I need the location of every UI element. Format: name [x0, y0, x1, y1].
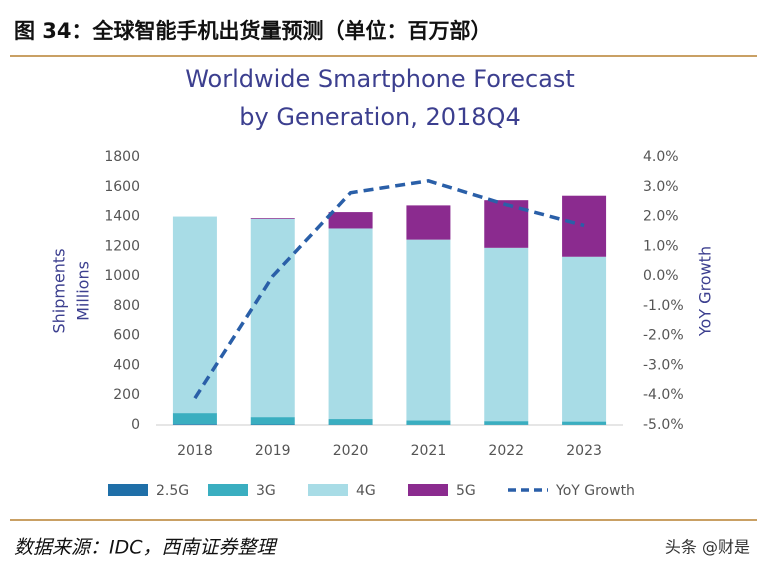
bar-segment [328, 419, 373, 425]
y2-tick-label: 0.0% [643, 268, 679, 284]
x-tick-label: 2018 [177, 443, 213, 459]
bar-segment [484, 247, 529, 422]
x-tick-label: 2021 [411, 443, 447, 459]
bar-segment [484, 421, 529, 425]
bar-segment [562, 195, 607, 257]
bar-segment [328, 228, 373, 420]
y2-axis-label: YoY Growth [696, 246, 715, 337]
y-tick-label: 800 [113, 298, 140, 314]
y-tick-label: 400 [113, 357, 140, 373]
legend-swatch [208, 484, 248, 496]
bar-segment [406, 205, 451, 240]
legend-swatch [108, 484, 148, 496]
legend-label: YoY Growth [555, 483, 635, 499]
legend-label: 2.5G [156, 483, 189, 499]
bar-segment [172, 216, 217, 414]
y2-tick-label: -1.0% [643, 298, 684, 314]
bar-segment [250, 417, 295, 425]
legend-swatch [408, 484, 448, 496]
x-tick-label: 2019 [255, 443, 291, 459]
y-tick-label: 1200 [104, 238, 140, 254]
y-tick-label: 1600 [104, 179, 140, 195]
source-note: 数据来源：IDC，西南证券整理 [14, 537, 279, 559]
bar-segment [406, 420, 451, 425]
y-tick-label: 1800 [104, 149, 140, 165]
legend-label: 5G [456, 483, 476, 499]
y2-tick-label: -2.0% [643, 328, 684, 344]
y2-tick-label: 3.0% [643, 179, 679, 195]
y2-tick-label: 2.0% [643, 209, 679, 225]
legend-swatch [308, 484, 348, 496]
chart-title: by Generation, 2018Q4 [239, 103, 520, 131]
page-title: 图 34：全球智能手机出货量预测（单位：百万部） [14, 19, 492, 43]
y2-tick-label: 1.0% [643, 238, 679, 254]
legend-label: 3G [256, 483, 276, 499]
watermark: 头条 @财是 [665, 538, 750, 557]
bar-segment [250, 218, 295, 418]
chart-title: Worldwide Smartphone Forecast [185, 65, 575, 93]
y-tick-label: 600 [113, 328, 140, 344]
x-tick-label: 2020 [333, 443, 369, 459]
y-tick-label: 1000 [104, 268, 140, 284]
bar-segment [406, 239, 451, 421]
y-tick-label: 1400 [104, 209, 140, 225]
bar-segment [172, 424, 217, 425]
x-tick-label: 2023 [566, 443, 602, 459]
legend-label: 4G [356, 483, 376, 499]
y-axis-label: Shipments [50, 248, 69, 333]
bar-segment [328, 212, 373, 229]
bar-segment [562, 421, 607, 425]
line-series [193, 179, 585, 400]
y-tick-label: 0 [131, 417, 140, 433]
bar-segment [172, 413, 217, 425]
y2-tick-label: -4.0% [643, 387, 684, 403]
y2-tick-label: 4.0% [643, 149, 679, 165]
bar-segment [250, 218, 295, 219]
y2-tick-label: -5.0% [643, 417, 684, 433]
y-axis-label: Millions [74, 261, 93, 321]
y-tick-label: 200 [113, 387, 140, 403]
x-tick-label: 2022 [488, 443, 524, 459]
y2-tick-label: -3.0% [643, 357, 684, 373]
bar-segment [562, 256, 607, 422]
